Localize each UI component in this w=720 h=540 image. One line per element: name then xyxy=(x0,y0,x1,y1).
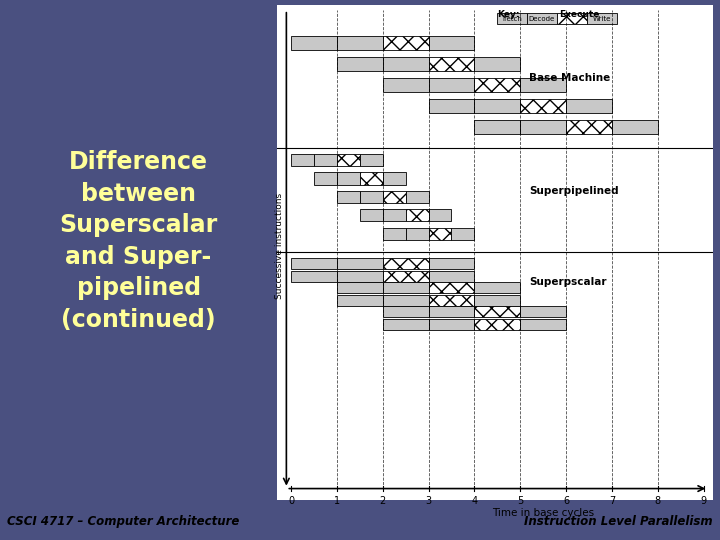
Bar xyxy=(428,36,474,50)
Bar xyxy=(382,295,428,306)
Bar xyxy=(527,14,557,24)
Bar xyxy=(428,295,474,306)
Bar xyxy=(337,282,382,293)
Bar xyxy=(337,271,382,282)
Bar xyxy=(451,227,474,240)
Bar xyxy=(382,258,428,269)
Bar xyxy=(382,36,428,50)
Bar xyxy=(521,78,566,92)
Text: Execute: Execute xyxy=(559,10,600,19)
Bar xyxy=(428,227,451,240)
Text: Superpscalar: Superpscalar xyxy=(529,276,607,287)
Text: 3: 3 xyxy=(426,496,431,507)
Bar xyxy=(474,57,521,71)
Bar xyxy=(474,78,521,92)
Bar xyxy=(360,209,382,221)
Bar xyxy=(587,14,616,24)
Bar xyxy=(291,258,337,269)
Bar xyxy=(337,57,382,71)
Bar xyxy=(382,57,428,71)
Bar xyxy=(428,258,474,269)
Text: 9: 9 xyxy=(701,496,707,507)
Bar xyxy=(521,306,566,317)
Bar xyxy=(498,14,527,24)
Bar xyxy=(337,154,360,166)
Bar xyxy=(291,36,337,50)
Text: Difference
between
Superscalar
and Super-
pipelined
(continued): Difference between Superscalar and Super… xyxy=(60,150,217,332)
Bar xyxy=(405,227,428,240)
Bar xyxy=(474,306,521,317)
Bar xyxy=(382,78,428,92)
Bar xyxy=(405,209,428,221)
Bar xyxy=(382,209,405,221)
Bar xyxy=(474,295,521,306)
Text: 0: 0 xyxy=(288,496,294,507)
Bar xyxy=(360,154,382,166)
Bar xyxy=(474,319,521,330)
Text: 8: 8 xyxy=(654,496,661,507)
Bar xyxy=(291,271,337,282)
Text: 4: 4 xyxy=(472,496,477,507)
Text: 6: 6 xyxy=(563,496,569,507)
Text: 2: 2 xyxy=(379,496,386,507)
Bar xyxy=(337,191,360,203)
Bar xyxy=(428,271,474,282)
Bar xyxy=(428,99,474,113)
Text: 1: 1 xyxy=(334,496,340,507)
Text: Key:: Key: xyxy=(498,10,520,19)
Text: Decode: Decode xyxy=(529,16,555,22)
Bar xyxy=(382,306,428,317)
Bar xyxy=(337,172,360,185)
Bar xyxy=(474,120,521,134)
Bar xyxy=(428,306,474,317)
Text: Instruction Level Parallelism: Instruction Level Parallelism xyxy=(524,515,713,528)
Bar xyxy=(428,78,474,92)
Bar xyxy=(521,120,566,134)
Bar xyxy=(291,154,314,166)
Bar xyxy=(557,14,587,24)
Bar xyxy=(337,258,382,269)
Bar xyxy=(382,172,405,185)
Bar xyxy=(382,271,428,282)
Bar xyxy=(360,191,382,203)
Bar xyxy=(428,209,451,221)
Bar xyxy=(566,120,612,134)
Bar xyxy=(474,99,521,113)
Text: 5: 5 xyxy=(517,496,523,507)
Bar xyxy=(382,227,405,240)
Bar xyxy=(382,191,405,203)
Text: Base Machine: Base Machine xyxy=(529,73,611,83)
Bar xyxy=(314,172,337,185)
Bar xyxy=(428,282,474,293)
Bar xyxy=(382,282,428,293)
Bar xyxy=(337,295,382,306)
Text: 7: 7 xyxy=(609,496,615,507)
Bar xyxy=(360,172,382,185)
Bar xyxy=(521,99,566,113)
Text: Time in base cycles: Time in base cycles xyxy=(492,508,594,518)
Bar xyxy=(314,154,337,166)
Bar xyxy=(382,319,428,330)
Bar xyxy=(428,319,474,330)
Bar xyxy=(612,120,658,134)
Text: Superpipelined: Superpipelined xyxy=(529,186,619,196)
Bar xyxy=(474,282,521,293)
Bar xyxy=(566,99,612,113)
Bar xyxy=(405,191,428,203)
Bar xyxy=(337,36,382,50)
Text: CSCI 4717 – Computer Architecture: CSCI 4717 – Computer Architecture xyxy=(7,515,240,528)
Bar xyxy=(428,57,474,71)
Text: Ifetch: Ifetch xyxy=(503,16,522,22)
Text: Write: Write xyxy=(593,16,611,22)
Bar xyxy=(521,319,566,330)
Text: Successive instructions: Successive instructions xyxy=(275,193,284,299)
